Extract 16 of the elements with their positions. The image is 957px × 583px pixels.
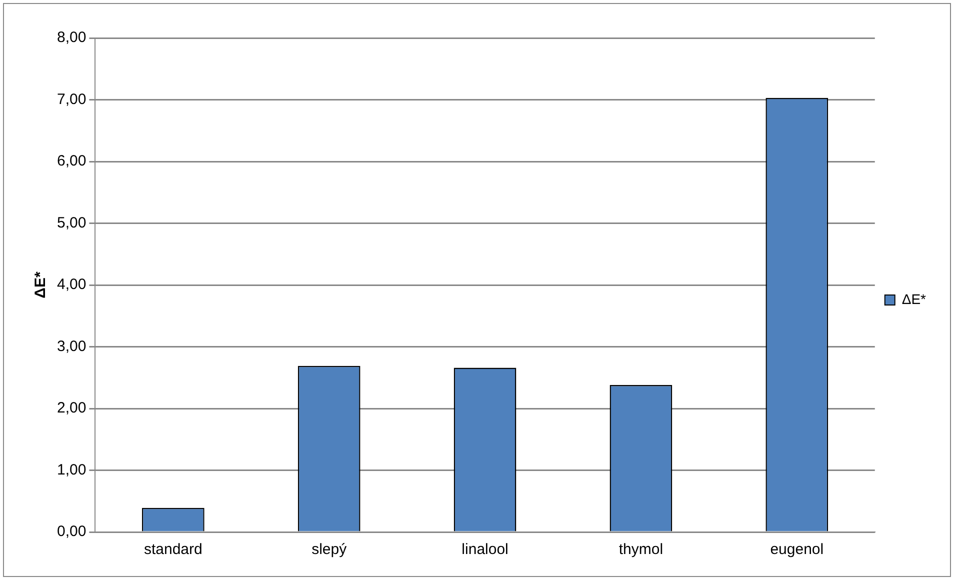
y-tick-label: 5,00: [56, 214, 86, 232]
y-tick-label: 8,00: [56, 29, 86, 46]
x-tick-label: standard: [144, 541, 202, 558]
y-tick-label: 3,00: [56, 338, 86, 355]
x-tick-label: eugenol: [770, 541, 824, 558]
x-tick-label: thymol: [618, 541, 664, 558]
y-tick-label: 0,00: [56, 523, 86, 540]
y-tick-label: 2,00: [56, 400, 86, 417]
legend-label: ΔE*: [902, 290, 927, 307]
y-tick-label: 1,00: [56, 461, 86, 478]
y-tick-label: 7,00: [56, 90, 86, 108]
x-tick-label: linalool: [462, 541, 508, 558]
y-axis-title: ΔE*: [32, 272, 50, 298]
x-tick-label: slepý: [312, 541, 348, 558]
y-tick-label: 4,00: [56, 276, 86, 294]
y-tick-label: 6,00: [56, 152, 86, 170]
